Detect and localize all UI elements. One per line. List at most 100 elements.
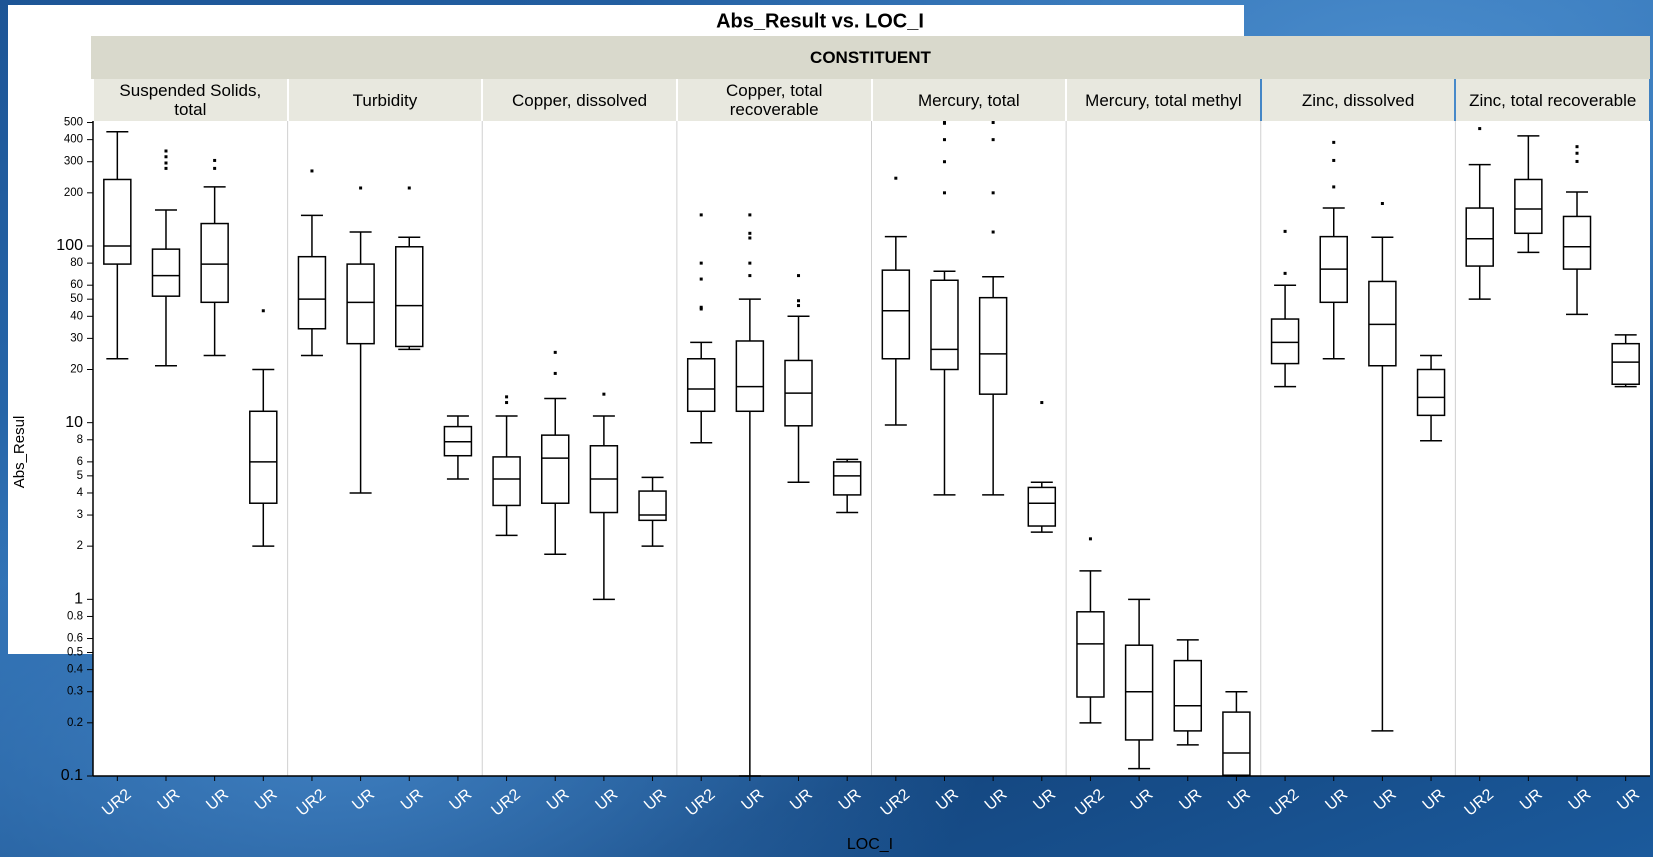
outlier <box>213 167 216 170</box>
outlier <box>505 395 508 398</box>
box <box>396 247 423 347</box>
y-tick-label: 4 <box>77 487 84 499</box>
box <box>1418 369 1445 415</box>
outlier <box>554 351 557 354</box>
y-tick-label: 10 <box>65 414 83 431</box>
outlier <box>992 138 995 141</box>
outlier <box>700 307 703 310</box>
outlier <box>700 213 703 216</box>
outlier <box>164 167 167 170</box>
chart-title: Abs_Result vs. LOC_I <box>716 10 924 32</box>
x-tick-label: UR <box>1322 786 1351 814</box>
chart: Abs_Result vs. LOC_I LOC_I Abs_Resul 0.1… <box>0 0 1653 857</box>
box <box>1272 319 1299 364</box>
outlier <box>700 262 703 265</box>
x-tick-label: UR <box>787 786 816 814</box>
x-tick-label: UR <box>1176 786 1205 814</box>
y-tick-label: 50 <box>70 293 83 305</box>
outlier <box>943 160 946 163</box>
x-tick-label: UR <box>155 786 184 814</box>
y-tick-label: 0.1 <box>61 767 83 784</box>
outlier <box>943 138 946 141</box>
box <box>639 491 666 520</box>
box <box>1174 661 1201 731</box>
outlier <box>164 155 167 158</box>
y-tick-label: 20 <box>70 364 83 376</box>
x-tick-label: UR <box>836 786 865 814</box>
outlier <box>1089 537 1092 540</box>
box <box>298 257 325 329</box>
outlier <box>797 304 800 307</box>
box <box>493 457 520 506</box>
x-tick-label: UR <box>933 786 962 814</box>
box <box>201 224 228 303</box>
panel-title: Suspended Solids, total <box>94 79 287 121</box>
box <box>1564 216 1591 269</box>
x-tick-label: UR <box>1614 786 1643 814</box>
outlier <box>992 191 995 194</box>
y-tick-label: 300 <box>64 156 83 168</box>
box <box>542 435 569 503</box>
page: Abs_Result vs. LOC_I LOC_I Abs_Resul 0.1… <box>0 0 1653 857</box>
outlier <box>164 149 167 152</box>
outlier <box>1381 202 1384 205</box>
box <box>1369 281 1396 365</box>
box <box>980 298 1007 394</box>
facet-title: CONSTITUENT <box>91 36 1650 79</box>
x-tick-label: UR <box>641 786 670 814</box>
x-tick-label: UR2 <box>878 786 914 820</box>
x-tick-label: UR <box>593 786 622 814</box>
box <box>1515 179 1542 233</box>
box <box>1077 612 1104 697</box>
y-tick-label: 40 <box>70 310 83 322</box>
x-tick-label: UR <box>1566 786 1595 814</box>
x-tick-label: UR2 <box>1267 786 1303 820</box>
y-tick-label: 0.3 <box>67 686 83 698</box>
y-tick-label: 100 <box>56 237 83 254</box>
outlier <box>797 299 800 302</box>
box <box>104 179 131 264</box>
box <box>688 359 715 412</box>
outlier <box>748 262 751 265</box>
outlier <box>554 372 557 375</box>
outlier <box>262 309 265 312</box>
outlier <box>943 191 946 194</box>
box <box>882 270 909 359</box>
box <box>250 411 277 503</box>
y-tick-label: 80 <box>70 257 83 269</box>
outlier <box>894 177 897 180</box>
box <box>1466 208 1493 266</box>
box <box>1028 487 1055 526</box>
y-tick-label: 6 <box>77 456 83 468</box>
x-tick-label: UR <box>982 786 1011 814</box>
outlier <box>164 162 167 165</box>
x-tick-label: UR <box>1225 786 1254 814</box>
panel-title: Mercury, total methyl <box>1067 79 1260 121</box>
outlier <box>1332 141 1335 144</box>
x-tick-label: UR <box>1128 786 1157 814</box>
outlier <box>700 278 703 281</box>
x-tick-label: UR <box>1030 786 1059 814</box>
x-tick-label: UR <box>252 786 281 814</box>
x-tick-label: UR <box>203 786 232 814</box>
x-tick-label: UR <box>1517 786 1546 814</box>
panel-title: Copper, total recoverable <box>678 79 871 121</box>
outlier <box>748 236 751 239</box>
outlier <box>992 121 995 124</box>
y-tick-label: 8 <box>77 434 83 446</box>
y-tick-label: 0.2 <box>67 717 83 729</box>
x-tick-label: UR <box>738 786 767 814</box>
outlier <box>748 232 751 235</box>
y-tick-label: 0.4 <box>67 664 84 676</box>
panel-title: Copper, dissolved <box>483 79 676 121</box>
box <box>1126 645 1153 740</box>
x-tick-label: UR <box>1420 786 1449 814</box>
outlier <box>408 186 411 189</box>
outlier <box>359 186 362 189</box>
outlier <box>1576 152 1579 155</box>
y-tick-label: 0.5 <box>67 647 83 659</box>
outlier <box>310 169 313 172</box>
outlier <box>748 213 751 216</box>
panel-title: Mercury, total <box>873 79 1066 121</box>
x-tick-label: UR <box>398 786 427 814</box>
